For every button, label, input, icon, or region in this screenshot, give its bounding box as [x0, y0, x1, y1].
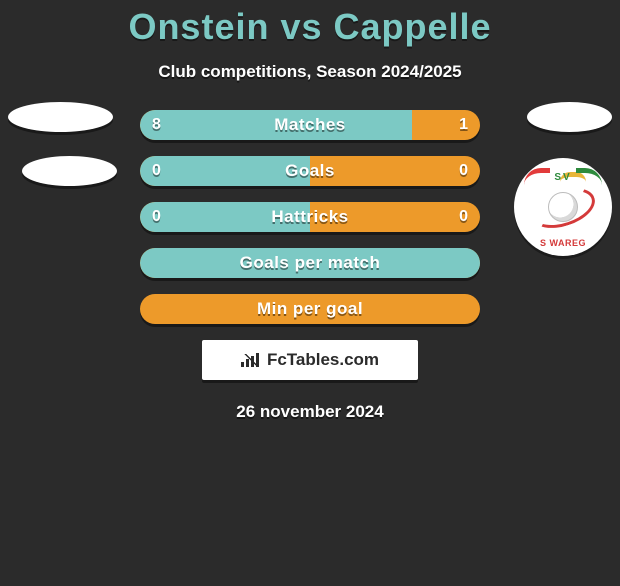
stat-row-hattricks: 0 Hattricks 0	[140, 202, 480, 232]
stat-label: Goals	[140, 156, 480, 186]
team-right-club-badge: SV S WAREG	[514, 158, 612, 256]
badge-bottom-text: S WAREG	[514, 238, 612, 248]
stat-label: Min per goal	[140, 294, 480, 324]
badge-top-text: SV	[514, 172, 612, 183]
brand-box: FcTables.com	[202, 340, 418, 380]
stat-value-right: 0	[459, 156, 468, 186]
team-right-logo-oval	[527, 102, 612, 132]
bar-chart-icon	[241, 353, 261, 367]
stat-value-right: 0	[459, 202, 468, 232]
page-subtitle: Club competitions, Season 2024/2025	[0, 62, 620, 82]
stat-label: Hattricks	[140, 202, 480, 232]
stat-bars: 8 Matches 1 0 Goals 0 0 Hattricks 0 Goal…	[140, 110, 480, 324]
stat-row-min-per-goal: Min per goal	[140, 294, 480, 324]
badge-football-icon	[548, 192, 578, 222]
footer-date: 26 november 2024	[0, 402, 620, 422]
stat-label: Goals per match	[140, 248, 480, 278]
team-left-logo-2	[22, 156, 117, 186]
stats-area: SV S WAREG 8 Matches 1 0 Goals 0 0 Hattr…	[0, 110, 620, 422]
stat-value-right: 1	[459, 110, 468, 140]
page-title: Onstein vs Cappelle	[0, 6, 620, 48]
stat-row-matches: 8 Matches 1	[140, 110, 480, 140]
stat-row-goals: 0 Goals 0	[140, 156, 480, 186]
brand-text: FcTables.com	[267, 350, 379, 370]
stat-row-goals-per-match: Goals per match	[140, 248, 480, 278]
stat-label: Matches	[140, 110, 480, 140]
team-left-logo-1	[8, 102, 113, 132]
